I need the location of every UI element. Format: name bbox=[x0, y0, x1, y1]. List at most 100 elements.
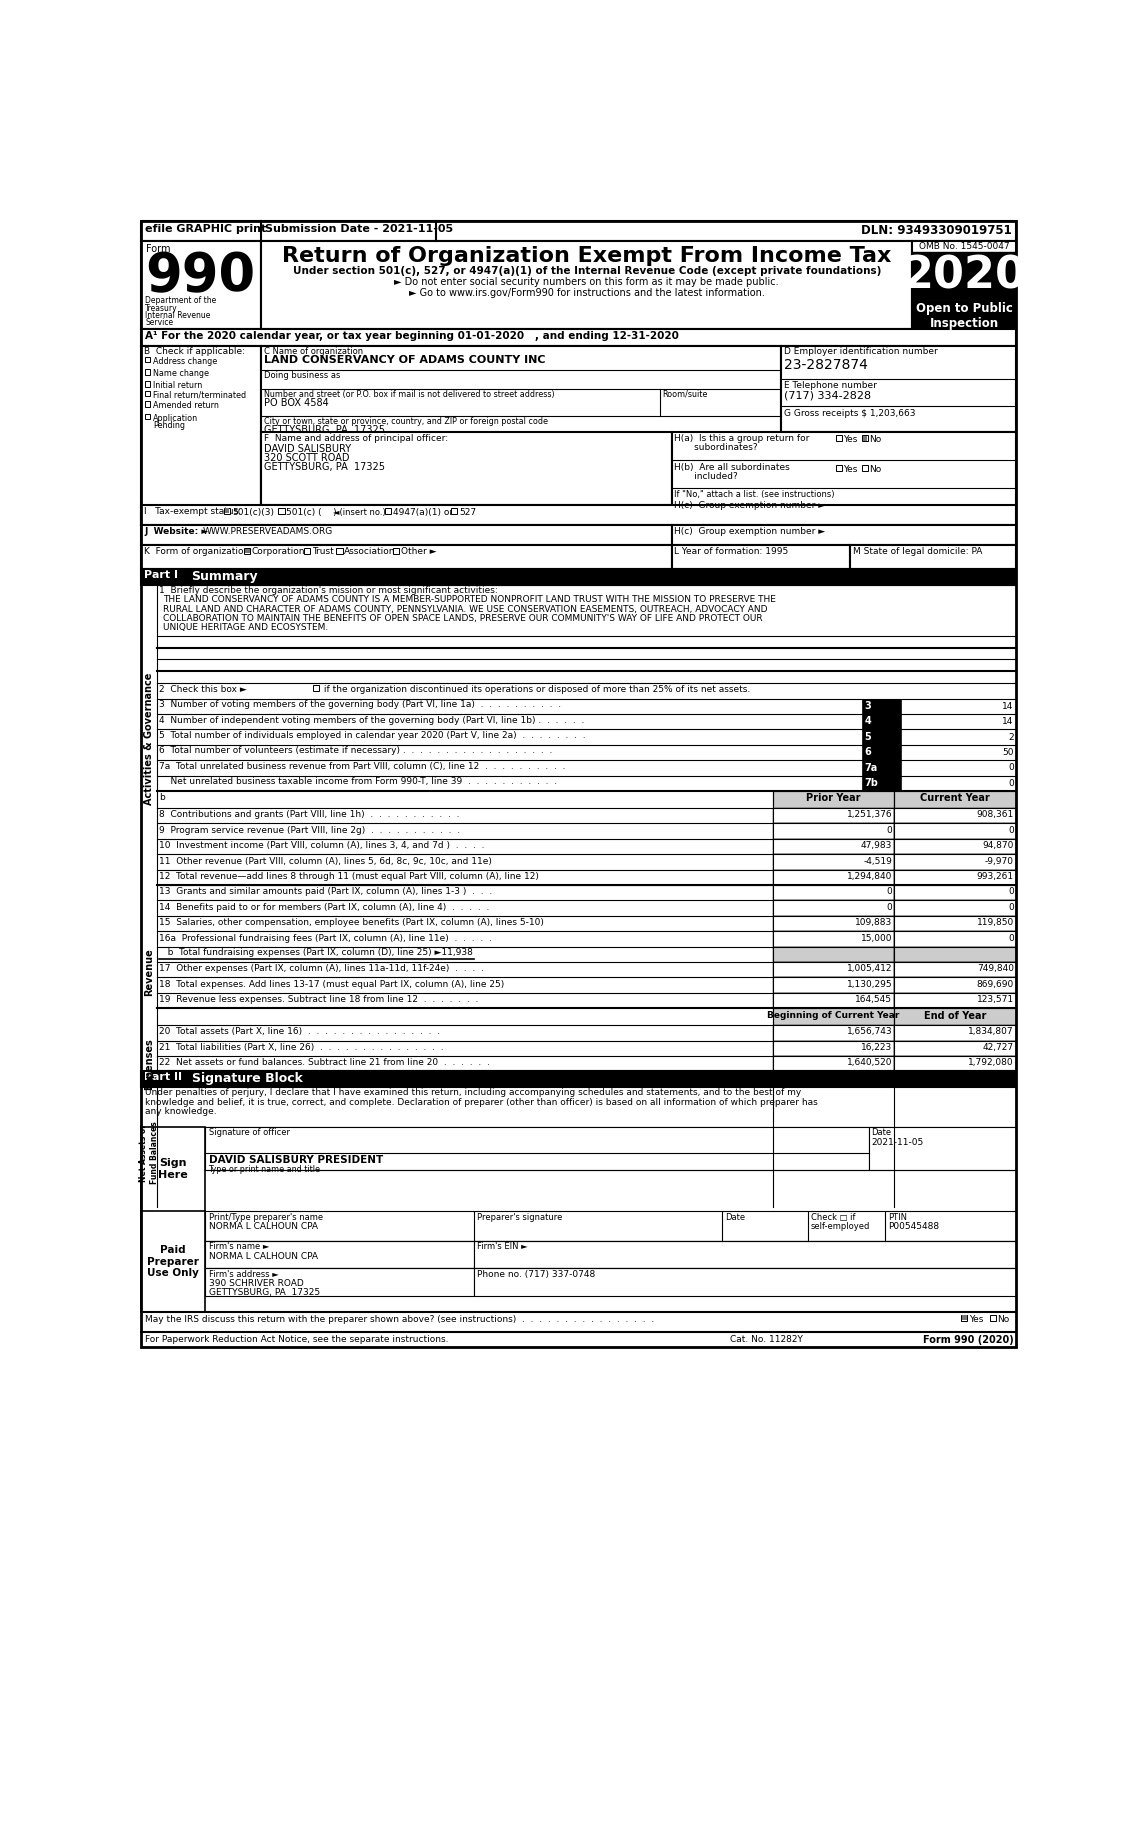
Text: Under section 501(c), 527, or 4947(a)(1) of the Internal Revenue Code (except pr: Under section 501(c), 527, or 4947(a)(1)… bbox=[292, 266, 881, 277]
Text: Application: Application bbox=[152, 413, 198, 422]
Text: Number and street (or P.O. box if mail is not delivered to street address): Number and street (or P.O. box if mail i… bbox=[263, 389, 554, 398]
Bar bbox=[205, 1241, 474, 1269]
Bar bbox=[901, 760, 1016, 776]
Bar bbox=[772, 931, 894, 946]
Text: 7a: 7a bbox=[864, 763, 877, 773]
Text: 123,571: 123,571 bbox=[977, 996, 1014, 1005]
Bar bbox=[772, 870, 894, 885]
Text: Address change: Address change bbox=[152, 356, 217, 365]
Bar bbox=[772, 916, 894, 931]
Text: Association: Association bbox=[344, 548, 395, 557]
Text: 15,000: 15,000 bbox=[860, 933, 892, 942]
Text: For Paperwork Reduction Act Notice, see the separate instructions.: For Paperwork Reduction Act Notice, see … bbox=[145, 1335, 448, 1344]
Text: 19  Revenue less expenses. Subtract line 18 from line 12  .  .  .  .  .  .  .: 19 Revenue less expenses. Subtract line … bbox=[159, 996, 479, 1005]
Bar bbox=[141, 546, 672, 570]
Text: E Telephone number: E Telephone number bbox=[784, 380, 876, 389]
Text: P00545488: P00545488 bbox=[889, 1223, 939, 1232]
Bar bbox=[901, 699, 1016, 714]
Bar bbox=[912, 253, 1016, 301]
Text: Date: Date bbox=[872, 1129, 891, 1138]
Text: 0: 0 bbox=[886, 904, 892, 911]
Text: 2021-11-05: 2021-11-05 bbox=[872, 1138, 924, 1147]
Bar bbox=[141, 240, 261, 328]
Text: 990: 990 bbox=[145, 251, 255, 302]
Text: End of Year: End of Year bbox=[924, 1011, 986, 1020]
Bar bbox=[962, 1315, 966, 1320]
Text: Submission Date - 2021-11-05: Submission Date - 2021-11-05 bbox=[265, 225, 453, 234]
Text: 5: 5 bbox=[864, 732, 870, 741]
Bar bbox=[835, 435, 842, 441]
Bar bbox=[313, 684, 320, 692]
Text: 4: 4 bbox=[864, 715, 870, 727]
Text: 7b: 7b bbox=[864, 778, 878, 787]
Bar bbox=[961, 1315, 968, 1320]
Bar bbox=[772, 963, 894, 977]
Text: GETTYSBURG, PA  17325: GETTYSBURG, PA 17325 bbox=[209, 1289, 320, 1298]
Text: 16a  Professional fundraising fees (Part IX, column (A), line 11e)  .  .  .  .  : 16a Professional fundraising fees (Part … bbox=[159, 933, 492, 942]
Bar bbox=[141, 221, 1016, 240]
Bar bbox=[141, 347, 261, 526]
Bar bbox=[474, 1241, 1016, 1269]
Text: No: No bbox=[998, 1315, 1009, 1324]
Text: -4,519: -4,519 bbox=[864, 856, 892, 865]
Bar bbox=[894, 992, 1016, 1009]
Bar bbox=[141, 505, 1016, 526]
Bar bbox=[304, 548, 310, 553]
Bar bbox=[894, 791, 1016, 808]
Bar bbox=[261, 347, 780, 526]
Text: F  Name and address of principal officer:: F Name and address of principal officer: bbox=[263, 433, 448, 443]
Text: 0: 0 bbox=[886, 887, 892, 896]
Text: DAVID SALISBURY PRESIDENT: DAVID SALISBURY PRESIDENT bbox=[209, 1156, 383, 1165]
Bar bbox=[205, 1269, 474, 1296]
Bar bbox=[772, 977, 894, 992]
Bar bbox=[894, 839, 1016, 854]
Bar bbox=[912, 301, 1016, 328]
Bar bbox=[863, 437, 867, 441]
Text: 1,640,520: 1,640,520 bbox=[847, 1058, 892, 1068]
Text: Beginning of Current Year: Beginning of Current Year bbox=[767, 1011, 900, 1020]
Bar bbox=[772, 854, 894, 870]
Text: Prior Year: Prior Year bbox=[806, 793, 860, 804]
Text: 5  Total number of individuals employed in calendar year 2020 (Part V, line 2a) : 5 Total number of individuals employed i… bbox=[159, 730, 586, 739]
Bar bbox=[141, 1071, 1016, 1086]
Bar bbox=[225, 509, 229, 513]
Text: Trust: Trust bbox=[312, 548, 333, 557]
Bar bbox=[861, 435, 868, 441]
Bar bbox=[772, 992, 894, 1009]
Text: 14: 14 bbox=[1003, 717, 1014, 727]
Text: DAVID SALISBURY: DAVID SALISBURY bbox=[263, 444, 351, 454]
Text: 2: 2 bbox=[1008, 732, 1014, 741]
Bar bbox=[141, 1212, 205, 1311]
Bar bbox=[672, 526, 1016, 546]
Text: Type or print name and title: Type or print name and title bbox=[209, 1165, 321, 1175]
Bar bbox=[861, 714, 901, 730]
Text: H(a)  Is this a group return for: H(a) Is this a group return for bbox=[674, 433, 809, 443]
Text: any knowledge.: any knowledge. bbox=[145, 1106, 217, 1116]
Bar bbox=[869, 1127, 1016, 1169]
Text: 0: 0 bbox=[1008, 778, 1014, 787]
Text: 0: 0 bbox=[1008, 763, 1014, 773]
Bar bbox=[894, 900, 1016, 916]
Bar bbox=[145, 402, 150, 408]
Text: 2020: 2020 bbox=[902, 254, 1026, 297]
Text: LAND CONSERVANCY OF ADAMS COUNTY INC: LAND CONSERVANCY OF ADAMS COUNTY INC bbox=[263, 356, 545, 365]
Text: OMB No. 1545-0047: OMB No. 1545-0047 bbox=[919, 242, 1009, 251]
Bar bbox=[861, 760, 901, 776]
Text: M State of legal domicile: PA: M State of legal domicile: PA bbox=[852, 548, 982, 557]
Text: 1,130,295: 1,130,295 bbox=[847, 979, 892, 988]
Bar bbox=[772, 1025, 894, 1040]
Text: Yes: Yes bbox=[843, 465, 858, 474]
Text: 14: 14 bbox=[1003, 703, 1014, 710]
Text: UNIQUE HERITAGE AND ECOSYSTEM.: UNIQUE HERITAGE AND ECOSYSTEM. bbox=[163, 623, 329, 632]
Text: if the organization discontinued its operations or disposed of more than 25% of : if the organization discontinued its ope… bbox=[321, 684, 750, 693]
Bar bbox=[224, 507, 230, 514]
Text: Expenses: Expenses bbox=[143, 1038, 154, 1090]
Bar bbox=[141, 526, 672, 546]
Text: Net unrelated business taxable income from Form 990-T, line 39  .  .  .  .  .  .: Net unrelated business taxable income fr… bbox=[159, 776, 557, 786]
Text: Corporation: Corporation bbox=[252, 548, 306, 557]
Text: 1,834,807: 1,834,807 bbox=[969, 1027, 1014, 1036]
Text: No: No bbox=[869, 435, 882, 444]
Bar bbox=[261, 240, 912, 328]
Bar bbox=[393, 548, 400, 553]
Text: 50: 50 bbox=[1003, 749, 1014, 756]
